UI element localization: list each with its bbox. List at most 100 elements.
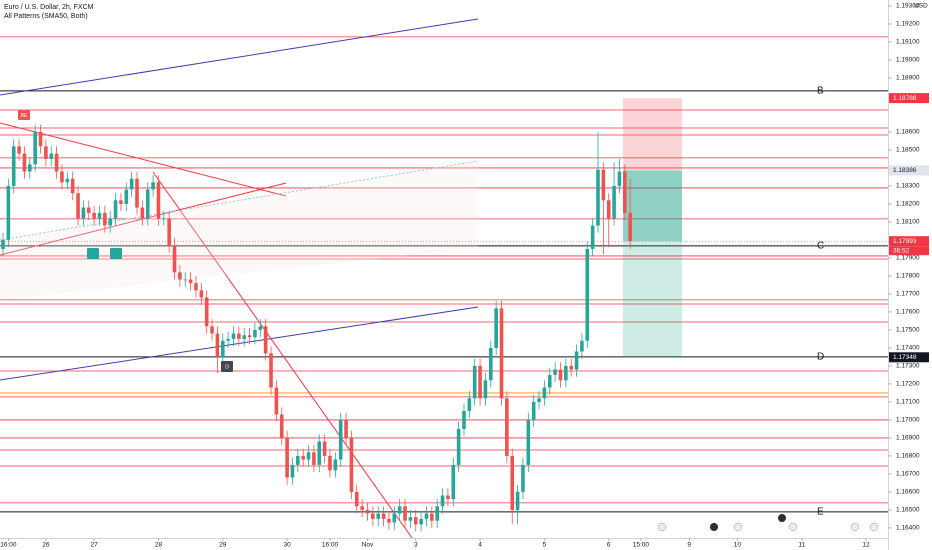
- candle-body: [387, 518, 391, 523]
- candle-body: [6, 185, 11, 240]
- candle-body: [194, 283, 198, 291]
- y-tick-label: 1.18100: [896, 219, 920, 226]
- candle-body: [97, 212, 102, 219]
- indicator-title[interactable]: All Patterns (SMA50, Both): [4, 13, 88, 20]
- candle-body: [167, 218, 171, 246]
- profit-zone-filled[interactable]: [623, 170, 682, 242]
- event-icon[interactable]: [850, 522, 860, 532]
- event-icon[interactable]: [788, 522, 798, 532]
- candle-body: [488, 347, 493, 381]
- candle-body: [140, 207, 145, 219]
- candle-body: [113, 200, 118, 219]
- pattern-badge[interactable]: [87, 248, 99, 259]
- x-tick-label: 29: [219, 542, 227, 549]
- y-tick-label: 1.17000: [896, 417, 920, 424]
- x-tick-label: Nov: [362, 542, 374, 549]
- candle-body: [456, 428, 461, 465]
- x-tick-label: 30: [283, 542, 291, 549]
- candle-body: [574, 351, 579, 370]
- candle-body: [33, 131, 37, 165]
- y-tick-label: 1.17500: [896, 327, 920, 334]
- candle-body: [28, 164, 32, 172]
- y-tick-label: 1.17800: [896, 273, 920, 280]
- pattern-badge[interactable]: [110, 248, 122, 259]
- candle-body: [156, 182, 161, 219]
- candle-body: [54, 153, 59, 172]
- countdown: 36:52: [893, 247, 910, 254]
- candle-body: [623, 171, 627, 213]
- candle-body: [188, 279, 193, 284]
- candle-body: [124, 189, 129, 204]
- candle-body: [81, 207, 86, 219]
- candle-body: [617, 171, 622, 186]
- stop-zone[interactable]: [623, 98, 682, 171]
- x-tick-label: 11: [798, 542, 805, 549]
- candle-body: [215, 333, 220, 357]
- candle-body: [462, 410, 466, 429]
- candle-body: [258, 326, 263, 330]
- candle-body: [531, 401, 536, 420]
- entry-price-box: [889, 165, 929, 176]
- candle-body: [199, 290, 204, 298]
- y-tick-label: 1.17600: [896, 309, 920, 316]
- event-icon[interactable]: [710, 523, 718, 531]
- candle-body: [376, 513, 381, 519]
- event-icon[interactable]: [733, 522, 743, 532]
- candle-body: [322, 441, 327, 456]
- profit-zone[interactable]: [623, 241, 682, 358]
- candle-body: [129, 178, 134, 190]
- pattern-badge-label: BE: [21, 113, 28, 119]
- candle-body: [247, 335, 252, 338]
- candle-body: [483, 380, 488, 399]
- candle-body: [547, 374, 552, 388]
- pattern-badge[interactable]: [221, 361, 233, 372]
- candle-body: [446, 495, 450, 500]
- candle-body: [365, 509, 370, 514]
- candle-body: [49, 153, 54, 159]
- candle-body: [11, 146, 16, 186]
- candle-body: [263, 326, 268, 354]
- axes: 1.19300 1.19200 1.19100 1.19000 1.18900 1.186…: [0, 3, 929, 549]
- y-tick-label: 1.18900: [896, 75, 920, 82]
- candle-body: [606, 200, 611, 219]
- candle-body: [478, 365, 482, 399]
- candle-body: [537, 398, 541, 402]
- y-tick-label: 1.17300: [896, 363, 920, 370]
- x-tick-label: 28: [155, 542, 163, 549]
- candle-body: [601, 169, 606, 201]
- candle-body: [328, 455, 332, 471]
- position-tool: [623, 98, 682, 358]
- candle-body: [451, 464, 456, 500]
- x-tick-label: 15:00: [633, 542, 650, 549]
- candle-body: [542, 387, 547, 399]
- trendline: [0, 182, 287, 256]
- x-tick-label: 9: [687, 542, 691, 549]
- currency-label[interactable]: USD: [914, 3, 928, 10]
- candle-body: [349, 437, 354, 492]
- symbol-title[interactable]: Euro / U.S. Dollar, 2h, FXCM: [4, 4, 94, 11]
- x-tick-label: 6: [607, 542, 611, 549]
- y-tick-label: 1.16500: [896, 507, 920, 514]
- x-tick-label: 16:00: [0, 542, 17, 549]
- candle-body: [44, 146, 48, 159]
- candle-body: [553, 369, 557, 375]
- x-tick-label: 5: [543, 542, 547, 549]
- event-icon[interactable]: [778, 514, 786, 522]
- candle-body: [338, 419, 343, 460]
- candle-body: [392, 513, 397, 523]
- candle-body: [526, 419, 531, 465]
- candle-body: [628, 212, 632, 242]
- candle-body: [60, 171, 64, 183]
- candle-body: [38, 131, 43, 147]
- candle-body: [430, 513, 434, 521]
- y-tick-label: 1.17900: [896, 255, 920, 262]
- pattern-badge[interactable]: [18, 110, 30, 120]
- event-icon[interactable]: [869, 522, 879, 532]
- candle-body: [285, 437, 289, 478]
- y-tick-label: 1.17100: [896, 399, 920, 406]
- candle-body: [306, 452, 311, 460]
- candle-body: [360, 506, 364, 510]
- event-icon[interactable]: [657, 522, 667, 532]
- candle-body: [253, 329, 257, 338]
